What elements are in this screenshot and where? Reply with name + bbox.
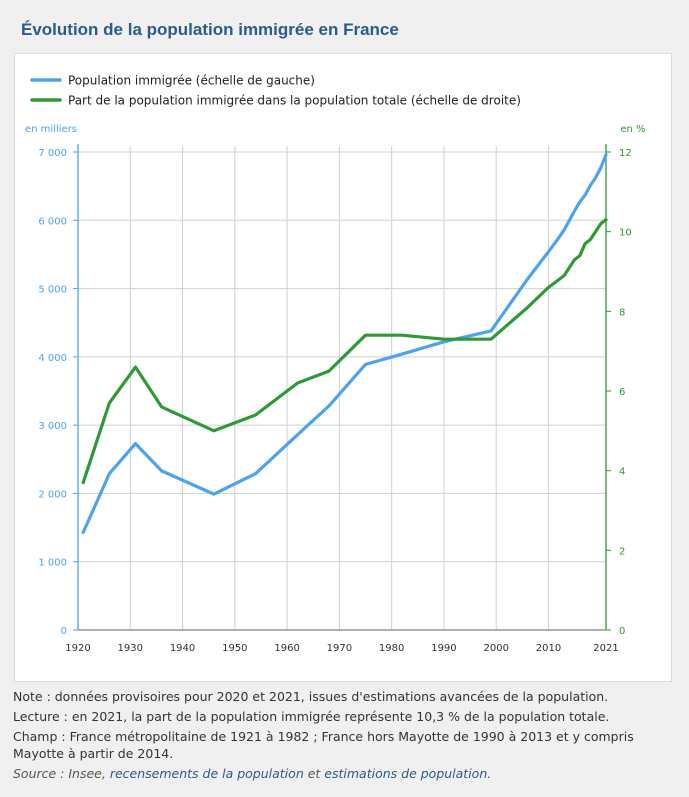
data-point-population bbox=[212, 492, 216, 496]
data-point-part bbox=[108, 401, 111, 405]
y-right-tick-label: 0 bbox=[619, 626, 625, 637]
x-tick-label: 1920 bbox=[65, 643, 90, 654]
y-left-tick-label: 5 000 bbox=[38, 285, 67, 296]
data-point-part bbox=[583, 242, 587, 245]
y-left-tick-label: 0 bbox=[61, 626, 67, 637]
data-point-population bbox=[604, 153, 608, 156]
legend-label: Part de la population immigrée dans la p… bbox=[68, 94, 521, 108]
x-tick-label: 1940 bbox=[170, 643, 195, 654]
y-left-tick-label: 2 000 bbox=[38, 489, 67, 500]
source-text: Source : Insee, recensements de la popul… bbox=[13, 765, 673, 782]
data-point-part bbox=[594, 230, 597, 233]
x-tick-label: 1960 bbox=[274, 643, 299, 654]
y-left-tick-label: 3 000 bbox=[38, 421, 67, 432]
page-title: Évolution de la population immigrée en F… bbox=[21, 20, 399, 39]
x-tick-label: 2010 bbox=[536, 643, 561, 654]
source-mid: et bbox=[303, 766, 325, 781]
data-point-population bbox=[442, 340, 446, 344]
y-right-tick-label: 2 bbox=[619, 546, 625, 557]
data-point-population bbox=[254, 472, 257, 475]
data-point-population bbox=[568, 219, 571, 222]
data-point-population bbox=[594, 176, 597, 180]
data-point-population bbox=[578, 200, 582, 204]
data-point-population bbox=[489, 329, 493, 333]
data-point-population bbox=[296, 433, 299, 436]
data-point-part bbox=[526, 306, 529, 309]
data-point-population bbox=[327, 404, 331, 408]
data-point-population bbox=[589, 184, 592, 187]
data-point-population bbox=[547, 250, 550, 253]
data-point-part bbox=[400, 334, 404, 337]
x-tick-label: 1930 bbox=[118, 643, 143, 654]
data-point-part bbox=[599, 222, 602, 225]
data-point-part bbox=[212, 429, 216, 433]
x-tick-label: 1980 bbox=[379, 643, 404, 654]
data-point-population bbox=[562, 228, 566, 232]
data-point-population bbox=[82, 531, 85, 534]
y-right-tick-label: 10 bbox=[619, 228, 632, 239]
x-tick-label: 1950 bbox=[222, 643, 247, 654]
data-point-part bbox=[568, 266, 571, 269]
legend-label: Population immigrée (échelle de gauche) bbox=[68, 74, 315, 88]
data-point-part bbox=[82, 481, 85, 484]
y-left-tick-label: 7 000 bbox=[38, 148, 67, 159]
source-suffix: . bbox=[487, 766, 492, 781]
x-tick-label: 2021 bbox=[593, 643, 618, 654]
data-point-part bbox=[364, 334, 367, 337]
source-link-estimations[interactable]: estimations de population bbox=[324, 766, 488, 781]
data-point-part bbox=[589, 238, 592, 241]
y-left-tick-label: 6 000 bbox=[38, 216, 67, 227]
data-point-part bbox=[442, 338, 446, 341]
data-point-part bbox=[296, 381, 299, 385]
data-point-part bbox=[604, 218, 608, 221]
chart-svg: 1920 1930 1940 1950 1960 1970 1980 1990 2000 2010… bbox=[25, 74, 646, 655]
y-right-tick-label: 4 bbox=[619, 467, 625, 478]
data-point-population bbox=[526, 277, 529, 281]
data-point-population bbox=[573, 209, 576, 212]
series-line-population bbox=[81, 153, 608, 534]
data-point-population bbox=[583, 193, 587, 197]
lecture-text: Lecture : en 2021, la part de la populat… bbox=[13, 709, 610, 724]
x-tick-label: 1970 bbox=[327, 643, 352, 654]
data-point-part bbox=[160, 405, 163, 409]
champ-text: Champ : France métropolitaine de 1921 à … bbox=[13, 729, 634, 761]
y-right-tick-label: 8 bbox=[619, 307, 625, 318]
data-point-part bbox=[562, 274, 566, 277]
data-point-population bbox=[134, 442, 137, 445]
notes: Note : données provisoires pour 2020 et … bbox=[13, 688, 673, 785]
series-line-part bbox=[81, 218, 608, 485]
source-prefix: Source : Insee, bbox=[13, 766, 110, 781]
data-point-part bbox=[254, 413, 257, 417]
data-point-population bbox=[160, 469, 163, 473]
y-left-tick-label: 4 000 bbox=[38, 353, 67, 364]
y-left-axis-label: en milliers bbox=[25, 124, 77, 135]
data-point-part bbox=[489, 338, 493, 341]
data-point-part bbox=[573, 258, 576, 261]
x-tick-label: 2000 bbox=[483, 643, 508, 654]
source-link-recensements[interactable]: recensements de la population bbox=[109, 766, 304, 781]
data-point-population bbox=[364, 363, 367, 366]
data-point-part bbox=[578, 254, 582, 257]
y-right-tick-label: 12 bbox=[619, 148, 632, 159]
data-point-population bbox=[400, 352, 404, 356]
data-point-population bbox=[599, 166, 602, 169]
data-point-part bbox=[134, 365, 137, 369]
data-point-part bbox=[327, 369, 331, 373]
data-point-population bbox=[557, 236, 561, 239]
note-text: Note : données provisoires pour 2020 et … bbox=[13, 689, 609, 704]
data-point-population bbox=[108, 472, 111, 475]
x-tick-label: 1990 bbox=[431, 643, 456, 654]
data-point-part bbox=[547, 286, 550, 289]
y-left-tick-label: 1 000 bbox=[38, 558, 67, 569]
chart-card: 1920 1930 1940 1950 1960 1970 1980 1990 2000 2010… bbox=[14, 53, 672, 682]
y-right-axis-label: en % bbox=[620, 124, 645, 135]
data-point-part bbox=[557, 278, 561, 281]
y-right-tick-label: 6 bbox=[619, 387, 625, 398]
